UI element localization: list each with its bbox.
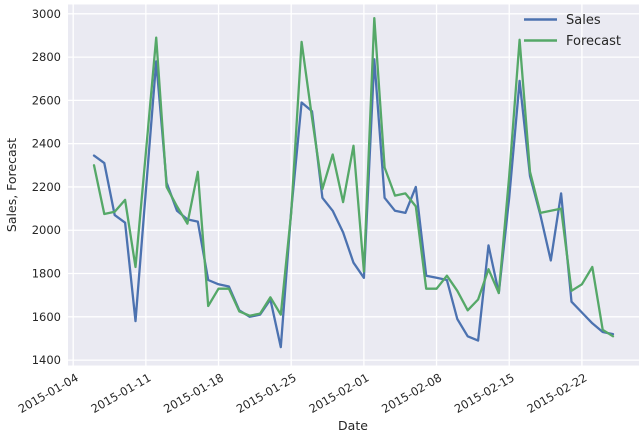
y-tick-label: 2800 xyxy=(32,50,61,64)
legend-label-sales: Sales xyxy=(566,13,601,28)
x-tick-label: 2015-01-04 xyxy=(16,370,81,416)
y-tick-label: 1600 xyxy=(32,310,61,324)
y-tick-label: 2400 xyxy=(32,137,61,151)
y-tick-label: 2000 xyxy=(32,223,61,237)
y-tick-label: 3000 xyxy=(32,7,61,21)
y-tick-label: 1400 xyxy=(32,353,61,367)
x-tick-label: 2015-02-08 xyxy=(379,370,444,416)
x-axis-title: Date xyxy=(338,418,368,433)
y-axis-title: Sales, Forecast xyxy=(4,138,19,232)
y-axis-tick-labels: 1400 1600 1800 2000 2200 2400 2600 2800 3000 xyxy=(32,7,61,367)
x-tick-label: 2015-01-18 xyxy=(161,370,226,416)
x-tick-label: 2015-01-11 xyxy=(88,370,153,416)
y-tick-label: 1800 xyxy=(32,267,61,281)
data-series xyxy=(92,16,615,349)
x-tick-label: 2015-02-22 xyxy=(525,370,590,416)
y-tick-label: 2200 xyxy=(32,180,61,194)
plot-area xyxy=(68,4,639,366)
x-axis-tick-labels: 2015-01-04 2015-01-11 2015-01-18 2015-01-25… xyxy=(16,370,590,416)
legend: Sales Forecast xyxy=(524,13,621,49)
x-tick-label: 2015-02-01 xyxy=(306,370,371,416)
x-tick-label: 2015-02-15 xyxy=(452,370,517,416)
y-tick-label: 2600 xyxy=(32,93,61,107)
forecast-line xyxy=(92,16,615,338)
legend-label-forecast: Forecast xyxy=(566,34,621,49)
x-tick-label: 2015-01-25 xyxy=(234,370,299,416)
